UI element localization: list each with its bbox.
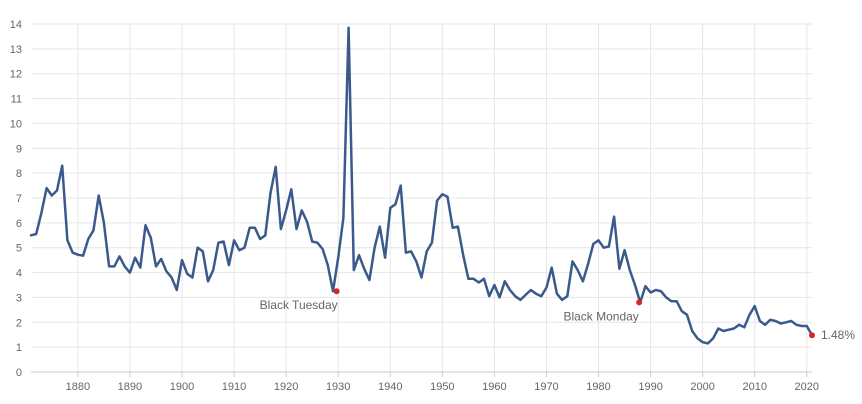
annotation-label: Black Tuesday [260,298,338,312]
x-tick-label: 1990 [638,381,662,393]
x-tick-label: 1890 [118,381,142,393]
y-tick-label: 6 [16,218,22,230]
x-tick-label: 1970 [534,381,558,393]
y-tick-label: 10 [10,118,22,130]
y-tick-label: 2 [16,317,22,329]
x-tick-label: 1910 [222,381,246,393]
y-tick-label: 1 [16,342,22,354]
y-tick-label: 7 [16,193,22,205]
y-tick-label: 5 [16,243,22,255]
y-tick-label: 0 [16,367,22,379]
grid [31,23,812,377]
annotation-marker [333,288,340,295]
series-line [29,26,814,345]
x-tick-label: 2000 [690,381,714,393]
x-tick-label: 2010 [742,381,766,393]
y-tick-label: 12 [10,69,22,81]
y-tick-label: 8 [16,168,22,180]
x-tick-label: 2020 [795,381,819,393]
x-tick-label: 1930 [326,381,350,393]
annotation-marker [636,299,643,306]
x-tick-label: 1940 [378,381,402,393]
x-tick-label: 1960 [482,381,506,393]
x-axis-labels: 1880 1890 1900 1910 1920 1930 1940 1950 1960 1970… [66,381,819,393]
y-tick-label: 3 [16,292,22,304]
annotations-layer: Black Tuesday Black Monday 1.48% [260,288,855,342]
y-tick-label: 4 [16,268,22,280]
annotation-label: 1.48% [821,328,855,342]
x-tick-label: 1900 [170,381,194,393]
y-tick-label: 9 [16,143,22,155]
x-tick-label: 1880 [66,381,90,393]
y-tick-label: 13 [10,44,22,56]
x-tick-label: 1950 [430,381,454,393]
annotation-marker [809,332,815,339]
y-tick-label: 11 [11,94,22,106]
series-layer [29,26,814,345]
x-tick-label: 1920 [274,381,298,393]
x-tick-label: 1980 [586,381,610,393]
annotation-label: Black Monday [563,309,638,323]
y-tick-label: 14 [10,19,22,31]
